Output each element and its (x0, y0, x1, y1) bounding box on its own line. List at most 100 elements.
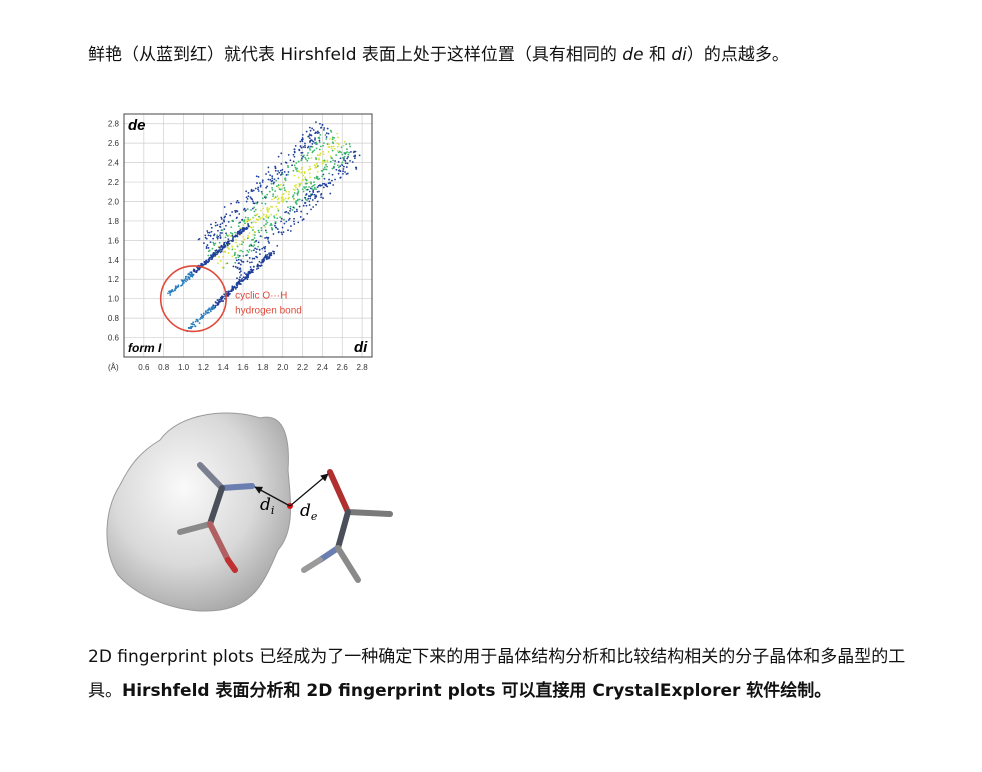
scatter-point (304, 144, 306, 147)
scatter-point (292, 169, 295, 172)
scatter-point (252, 226, 255, 228)
scatter-point (239, 227, 241, 230)
scatter-point (330, 131, 333, 133)
scatter-point (216, 253, 219, 255)
scatter-point (210, 230, 213, 233)
scatter-point (255, 214, 258, 217)
di-arrow (254, 486, 291, 507)
scatter-point (327, 151, 330, 153)
scatter-point (331, 179, 333, 182)
scatter-point (276, 244, 279, 247)
scatter-point (229, 293, 231, 295)
scatter-point (251, 271, 254, 274)
scatter-point (342, 170, 344, 173)
scatter-point (203, 263, 205, 266)
scatter-point (331, 167, 334, 170)
scatter-point (250, 226, 253, 229)
scatter-point (292, 198, 295, 201)
scatter-point (220, 250, 223, 253)
scatter-point (188, 273, 191, 275)
scatter-point (200, 313, 203, 316)
scatter-point (301, 188, 304, 191)
scatter-point (265, 231, 268, 234)
scatter-point (285, 174, 288, 176)
scatter-point (210, 254, 213, 257)
scatter-point (306, 212, 309, 215)
scatter-point (237, 230, 240, 233)
scatter-point (306, 182, 308, 185)
x-tick-label: 0.6 (138, 363, 150, 372)
scatter-point (281, 196, 284, 198)
scatter-point (225, 224, 227, 227)
scatter-point (226, 290, 228, 293)
scatter-point (196, 320, 199, 323)
scatter-point (264, 250, 267, 253)
paragraph-2: 2D fingerprint plots 已经成为了一种确定下来的用于晶体结构分… (88, 640, 908, 708)
scatter-point (191, 325, 194, 328)
scatter-point (305, 186, 308, 188)
scatter-point (345, 143, 347, 146)
scatter-point (270, 222, 272, 225)
scatter-point (185, 280, 187, 283)
scatter-point (224, 251, 227, 253)
scatter-point (300, 168, 303, 171)
scatter-point (244, 276, 247, 279)
scatter-point (264, 255, 266, 258)
scatter-point (253, 244, 256, 246)
scatter-point (323, 177, 326, 180)
scatter-point (329, 137, 332, 140)
scatter-point (267, 257, 270, 260)
scatter-point (262, 207, 265, 210)
scatter-point (235, 283, 238, 286)
scatter-point (259, 217, 261, 219)
scatter-point (260, 227, 263, 229)
scatter-point (185, 275, 188, 278)
scatter-point (256, 201, 259, 204)
scatter-point (324, 168, 326, 171)
scatter-point (272, 182, 275, 185)
scatter-point (183, 279, 186, 282)
scatter-point (198, 322, 201, 324)
scatter-point (328, 143, 330, 146)
scatter-point (303, 172, 306, 175)
scatter-point (319, 122, 321, 125)
scatter-point (210, 306, 213, 309)
scatter-point (288, 217, 291, 220)
scatter-point (241, 280, 244, 282)
scatter-point (313, 188, 316, 190)
scatter-point (221, 222, 224, 225)
scatter-point (326, 127, 329, 130)
scatter-point (313, 149, 316, 152)
scatter-point (304, 187, 306, 189)
scatter-point (215, 301, 218, 304)
scatter-point (291, 209, 294, 211)
y-tick-label: 2.0 (108, 197, 120, 206)
hirshfeld-surface-figure: di de (106, 412, 393, 612)
scatter-point (189, 275, 192, 277)
scatter-point (210, 226, 213, 229)
scatter-point (227, 220, 230, 223)
scatter-point (328, 178, 331, 181)
scatter-point (276, 217, 279, 220)
x-tick-label: 0.8 (158, 363, 170, 372)
scatter-point (238, 250, 241, 252)
scatter-point (324, 184, 327, 186)
scatter-point (251, 200, 254, 203)
scatter-point (234, 231, 236, 234)
scatter-point (315, 194, 317, 197)
scatter-point (246, 278, 249, 281)
scatter-point (254, 208, 257, 211)
scatter-point (283, 178, 286, 180)
y-tick-label: 0.6 (108, 334, 120, 343)
panel-label: form I (128, 341, 162, 355)
scatter-point (305, 158, 307, 161)
scatter-point (346, 148, 348, 151)
scatter-point (237, 201, 240, 204)
scatter-point (318, 131, 320, 134)
scatter-point (323, 166, 326, 169)
scatter-point (318, 190, 320, 193)
scatter-point (322, 182, 324, 185)
scatter-point (272, 195, 274, 198)
scatter-point (208, 311, 210, 314)
scatter-point (327, 182, 330, 185)
